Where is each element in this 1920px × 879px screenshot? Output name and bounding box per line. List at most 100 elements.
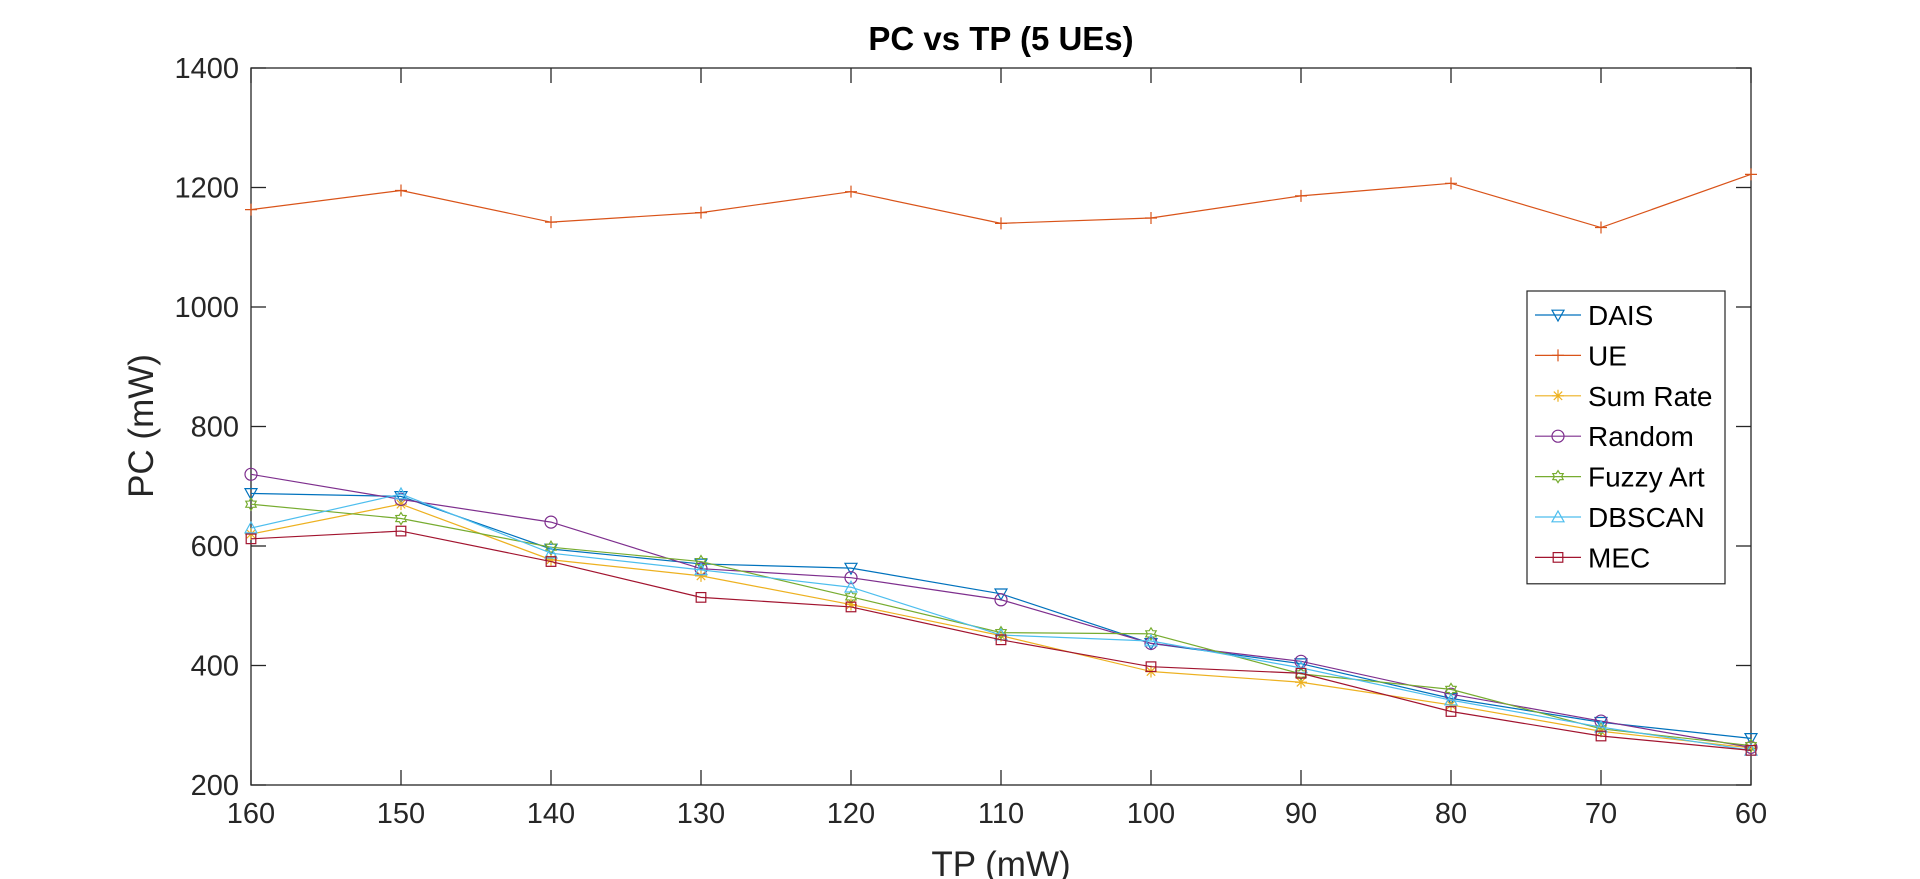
x-tick-label: 150 <box>377 798 425 830</box>
data-point-sum-rate <box>1295 676 1307 689</box>
data-point-sum-rate <box>845 598 857 611</box>
x-tick-label: 140 <box>527 798 575 830</box>
data-point-mec <box>1295 667 1307 679</box>
data-point-fuzzy-art <box>694 554 708 569</box>
data-point-dais <box>543 543 559 557</box>
legend-marker-sum-rate <box>1552 389 1564 402</box>
data-point-dbscan <box>1443 692 1459 706</box>
data-point-sum-rate <box>395 498 407 511</box>
x-axis-label: TP (mW) <box>931 845 1070 879</box>
series-line-mec <box>250 530 1752 751</box>
legend-item-mec: MEC <box>1535 542 1650 573</box>
data-point-dais <box>843 562 859 576</box>
data-point-ue <box>845 185 857 198</box>
data-point-dbscan <box>393 486 409 500</box>
legend-label: Random <box>1588 421 1694 452</box>
x-tick-label: 110 <box>978 798 1024 830</box>
data-point-dbscan <box>1593 719 1609 733</box>
data-point-fuzzy-art <box>394 511 408 526</box>
data-point-random <box>544 515 558 529</box>
plot-area <box>250 67 1752 786</box>
data-point-fuzzy-art <box>1144 626 1158 641</box>
x-tick-label: 130 <box>677 798 725 830</box>
legend-label: Sum Rate <box>1588 381 1713 412</box>
chart-title: PC vs TP (5 UEs) <box>868 20 1133 57</box>
data-point-dais <box>243 488 259 501</box>
legend-box <box>1526 290 1726 585</box>
data-point-ue <box>695 206 707 219</box>
series-ue <box>245 168 1757 234</box>
legend-label: MEC <box>1588 542 1650 573</box>
data-point-dais <box>1593 716 1609 730</box>
data-point-ue <box>395 184 407 197</box>
legend-marker-dais <box>1550 309 1566 323</box>
series-layer <box>243 168 1759 756</box>
data-point-fuzzy-art <box>1744 738 1758 753</box>
data-point-ue <box>545 216 557 229</box>
data-point-ue <box>1145 211 1157 224</box>
data-point-ue <box>995 217 1007 230</box>
legend-marker-dbscan <box>1550 509 1566 523</box>
data-point-sum-rate <box>1745 741 1757 754</box>
data-point-mec <box>1145 661 1157 673</box>
legend-item-dais: DAIS <box>1535 300 1653 331</box>
series-mec <box>245 525 1757 756</box>
x-tick-label: 160 <box>227 798 275 830</box>
data-point-ue <box>1445 177 1457 190</box>
data-point-fuzzy-art <box>244 497 258 512</box>
data-point-ue <box>1595 221 1607 234</box>
data-point-sum-rate <box>695 569 707 582</box>
legend-marker-random <box>1551 429 1565 443</box>
x-axis: 160 150 140 130 120 110 100 90 80 70 60 <box>227 68 1767 830</box>
series-fuzzy-art <box>244 497 1758 753</box>
legend-item-fuzzy-art: Fuzzy Art <box>1535 462 1705 493</box>
legend: DAIS UE Sum Rate Random Fuzzy Art DBSCAN MEC <box>1526 290 1726 585</box>
data-point-mec <box>1745 744 1757 756</box>
x-tick-label: 80 <box>1435 798 1467 830</box>
data-point-mec <box>1595 730 1607 742</box>
data-point-mec <box>545 556 557 567</box>
y-tick-label: 1200 <box>174 173 239 205</box>
data-point-random <box>1144 636 1158 650</box>
data-point-fuzzy-art <box>994 625 1008 640</box>
legend-marker-ue <box>1552 349 1564 362</box>
data-point-ue <box>1295 189 1307 202</box>
series-line-fuzzy-art <box>250 503 1752 747</box>
data-point-dais <box>1743 732 1759 746</box>
data-point-dbscan <box>843 579 859 593</box>
y-tick-label: 600 <box>191 531 239 563</box>
data-point-random <box>994 593 1008 607</box>
data-point-random <box>244 467 258 481</box>
data-point-mec <box>995 634 1007 646</box>
x-tick-label: 100 <box>1127 798 1175 830</box>
data-point-dbscan <box>1143 633 1159 647</box>
legend-marker-mec <box>1552 551 1564 563</box>
data-point-sum-rate <box>545 553 557 566</box>
legend-item-sum-rate: Sum Rate <box>1535 381 1713 412</box>
legend-item-dbscan: DBSCAN <box>1535 502 1705 533</box>
data-point-mec <box>1445 706 1457 717</box>
legend-label: DAIS <box>1588 300 1653 331</box>
data-point-fuzzy-art <box>844 589 858 604</box>
y-axis-label: PC (mW) <box>122 354 161 498</box>
x-tick-label: 60 <box>1735 798 1767 830</box>
data-point-dbscan <box>543 545 559 559</box>
y-axis: 200 400 600 800 1000 1200 1400 <box>174 53 1751 802</box>
x-tick-label: 70 <box>1585 798 1617 830</box>
data-point-mec <box>245 533 257 545</box>
legend-marker-fuzzy-art <box>1551 469 1565 484</box>
y-tick-label: 1400 <box>174 53 239 85</box>
data-point-mec <box>695 591 707 603</box>
x-tick-label: 120 <box>827 798 875 830</box>
data-point-ue <box>245 203 257 216</box>
legend-item-random: Random <box>1535 421 1694 452</box>
data-point-random <box>1744 740 1758 754</box>
data-point-dais <box>393 491 409 504</box>
legend-label: Fuzzy Art <box>1588 462 1705 493</box>
data-point-dbscan <box>243 520 259 534</box>
y-tick-label: 400 <box>191 651 239 683</box>
legend-label: UE <box>1588 340 1627 371</box>
y-tick-label: 1000 <box>174 292 239 324</box>
data-point-random <box>844 571 858 585</box>
data-point-mec <box>845 601 857 613</box>
